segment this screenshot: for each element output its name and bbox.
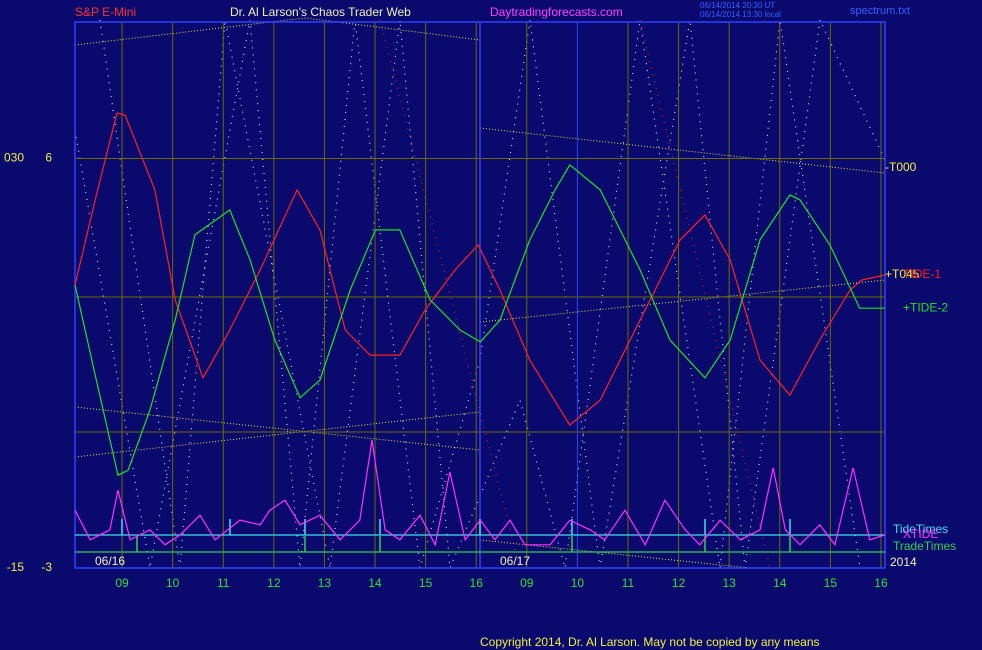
x-tick-label: 12 — [672, 576, 686, 590]
y2-tick-label: 030 — [4, 151, 24, 165]
zigzag — [639, 19, 771, 569]
legend-label: TIDE-1 — [903, 267, 941, 281]
date-label: 06/16 — [95, 554, 125, 568]
timestamp: 06/14/2014 13:30 local — [700, 10, 781, 19]
x-tick-label: 13 — [318, 576, 332, 590]
y2-tick-label: -15 — [7, 560, 25, 574]
series-line — [74, 112, 886, 427]
x-tick-label: 09 — [115, 576, 129, 590]
zigzag — [99, 19, 861, 569]
symbol: S&P E-Mini — [75, 5, 136, 19]
y-tick-label: -3 — [41, 560, 52, 574]
x-tick-label: 11 — [217, 576, 230, 590]
y-tick-label: 6 — [45, 151, 52, 165]
legend-label: XTIDE — [903, 527, 938, 541]
annotation: +T045 — [885, 267, 920, 281]
year-label: 2014 — [890, 555, 917, 569]
x-tick-label: 09 — [520, 576, 534, 590]
x-tick-label: 15 — [824, 576, 838, 590]
trend-line — [479, 127, 886, 174]
timestamp: 06/14/2014 20:30 UT — [700, 1, 775, 10]
marker-label: TideTimes — [893, 522, 948, 536]
copyright: Copyright 2014, Dr. Al Larson. May not b… — [480, 635, 820, 649]
x-tick-label: 14 — [368, 576, 382, 590]
site: Daytradingforecasts.com — [490, 5, 623, 19]
x-tick-label: 10 — [166, 576, 180, 590]
series-line — [74, 440, 886, 547]
x-tick-label: 10 — [571, 576, 585, 590]
x-tick-label: 12 — [267, 576, 281, 590]
date-label: 06/17 — [500, 554, 530, 568]
x-tick-label: 14 — [773, 576, 787, 590]
marker-label: TradeTimes — [893, 539, 956, 553]
x-tick-label: 11 — [622, 576, 635, 590]
annotation: -T000 — [885, 160, 917, 174]
x-tick-label: 16 — [470, 576, 484, 590]
trend-line — [74, 411, 481, 458]
trend-line — [74, 406, 481, 451]
file-name: spectrum.txt — [850, 5, 910, 17]
x-tick-label: 16 — [874, 576, 888, 590]
x-tick-label: 15 — [419, 576, 433, 590]
chart-title: Dr. Al Larson's Chaos Trader Web — [230, 5, 411, 19]
trend-line — [74, 17, 481, 46]
legend-label: +TIDE-2 — [903, 300, 948, 314]
series-line — [74, 163, 885, 477]
trend-line — [479, 279, 886, 323]
x-tick-label: 13 — [722, 576, 736, 590]
